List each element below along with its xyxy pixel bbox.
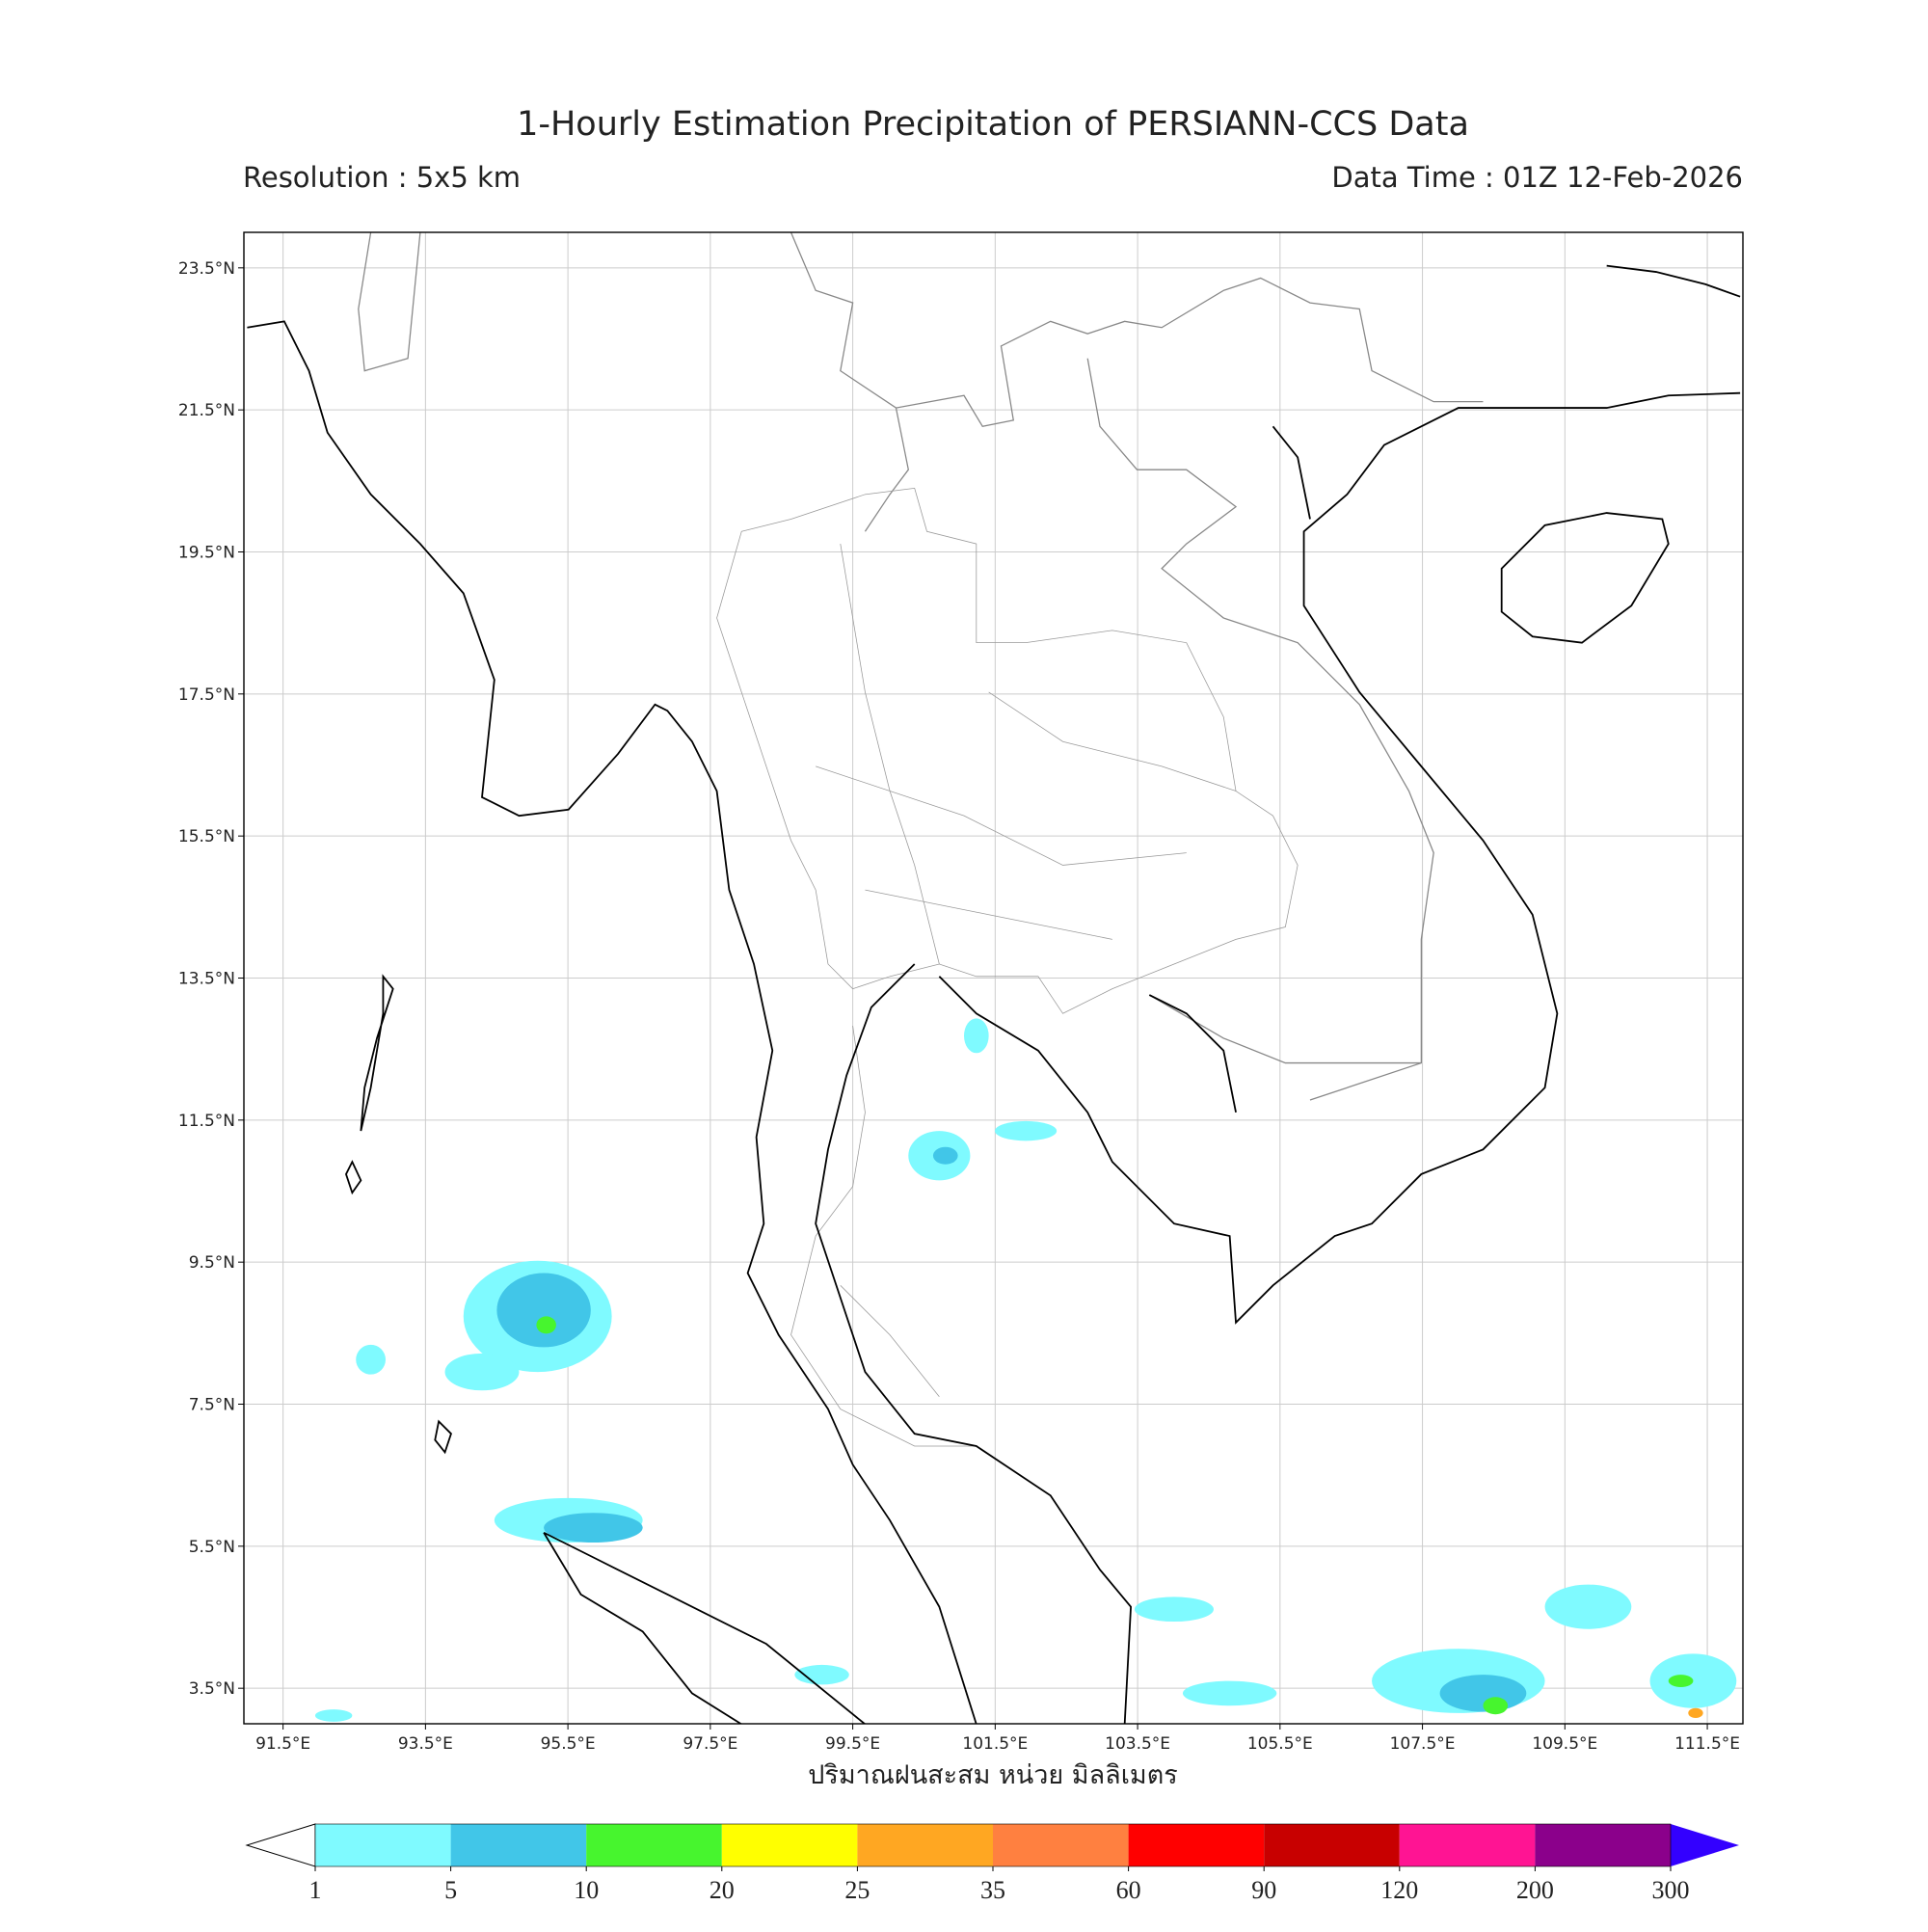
x-tick-label: 99.5°E — [825, 1734, 880, 1754]
axes: 91.5°E 93.5°E 95.5°E 97.5°E 99.5°E 101.5°E 103… — [178, 259, 1740, 1754]
colorbar-segment — [1128, 1824, 1265, 1866]
x-tick-label: 107.5°E — [1390, 1734, 1456, 1754]
colorbar-segment — [315, 1824, 451, 1866]
x-tick-label: 97.5°E — [683, 1734, 737, 1754]
colorbar-label: 20 — [710, 1876, 735, 1904]
subtitle-right: Data Time : 01Z 12-Feb-2026 — [1331, 161, 1743, 194]
y-tick-label: 9.5°N — [189, 1253, 235, 1273]
y-tick-label: 15.5°N — [178, 827, 235, 846]
title: 1-Hourly Estimation Precipitation of PER… — [517, 105, 1469, 144]
y-tick-label: 23.5°N — [178, 259, 235, 279]
y-tick-label: 3.5°N — [189, 1679, 235, 1699]
colorbar-segment — [586, 1824, 722, 1866]
x-tick-label: 91.5°E — [255, 1734, 310, 1754]
y-tick-label: 11.5°N — [178, 1112, 235, 1131]
colorbar-label: 5 — [444, 1876, 457, 1904]
colorbar-segment — [993, 1824, 1129, 1866]
x-tick-label: 111.5°E — [1674, 1734, 1740, 1754]
y-tick-label: 13.5°N — [178, 970, 235, 989]
y-tick-label: 7.5°N — [189, 1396, 235, 1415]
precipitation — [314, 1018, 1737, 1722]
x-tick-label: 95.5°E — [541, 1734, 596, 1754]
coastlines — [247, 264, 1741, 1725]
x-tick-label: 101.5°E — [962, 1734, 1028, 1754]
grid — [244, 232, 1743, 1724]
y-tick-label: 5.5°N — [189, 1538, 235, 1557]
colorbar-segment — [857, 1824, 993, 1866]
x-tick-label: 105.5°E — [1247, 1734, 1313, 1754]
map-layer — [247, 232, 1741, 1725]
colorbar-label: 120 — [1380, 1876, 1418, 1904]
colorbar-segment — [1399, 1824, 1536, 1866]
colorbar-segment — [1264, 1824, 1400, 1866]
colorbar: 1 5 10 20 25 35 60 90 120 200 300 — [245, 1823, 1739, 1904]
colorbar-label: 1 — [309, 1876, 322, 1904]
colorbar-segment — [1535, 1824, 1671, 1866]
colorbar-segment — [450, 1824, 587, 1866]
y-tick-label: 21.5°N — [178, 401, 235, 420]
y-tick-label: 19.5°N — [178, 544, 235, 563]
colorbar-label: 200 — [1516, 1876, 1554, 1904]
x-tick-label: 93.5°E — [398, 1734, 453, 1754]
colorbar-segment — [721, 1824, 858, 1866]
colorbar-label: 35 — [980, 1876, 1005, 1904]
colorbar-label: 90 — [1251, 1876, 1276, 1904]
x-axis-label: ปริมาณฝนสะสม หน่วย มิลลิเมตร — [808, 1760, 1178, 1790]
colorbar-label: 25 — [844, 1876, 870, 1904]
subtitle-left: Resolution : 5x5 km — [243, 161, 521, 194]
x-tick-label: 109.5°E — [1532, 1734, 1597, 1754]
colorbar-under-arrow — [245, 1823, 316, 1867]
colorbar-label: 10 — [574, 1876, 599, 1904]
colorbar-label: 300 — [1652, 1876, 1690, 1904]
colorbar-label: 60 — [1116, 1876, 1141, 1904]
provinces — [716, 487, 1299, 1447]
x-tick-label: 103.5°E — [1105, 1734, 1170, 1754]
y-tick-label: 17.5°N — [178, 685, 235, 705]
colorbar-over-arrow — [1671, 1824, 1739, 1866]
